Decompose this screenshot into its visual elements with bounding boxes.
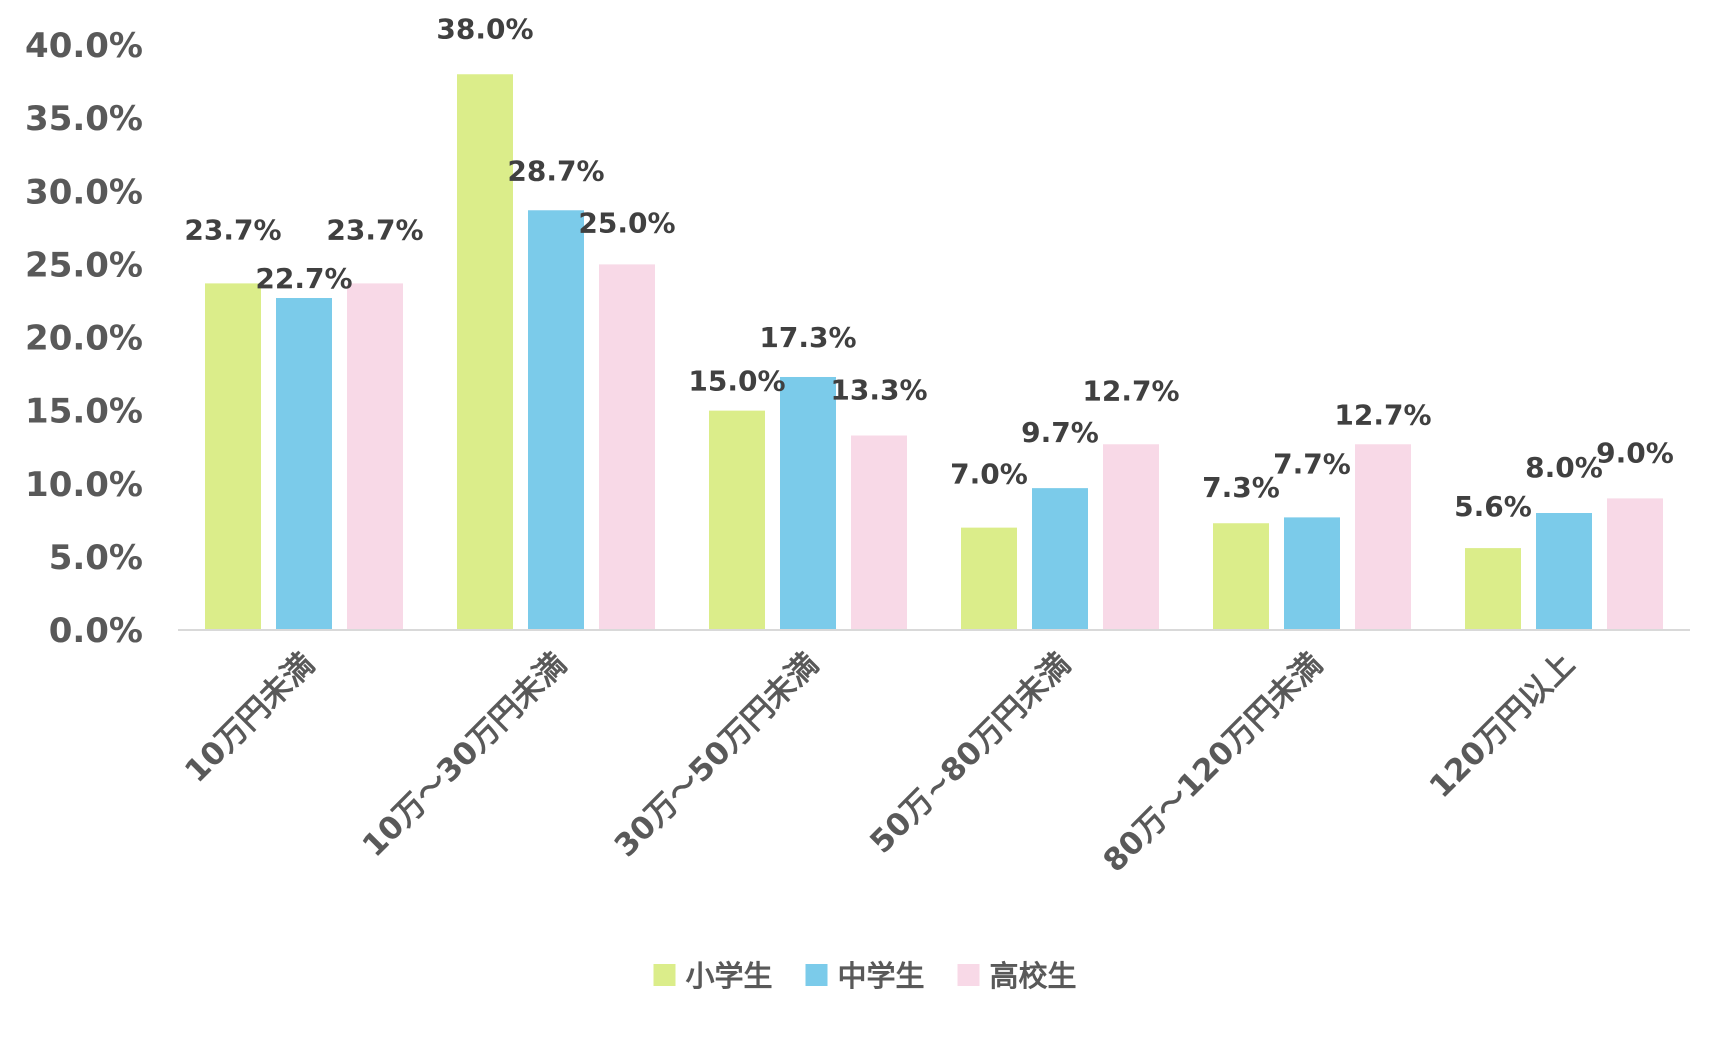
data-label: 7.0% [950,458,1028,491]
bar [528,210,584,630]
data-label: 5.6% [1454,490,1532,523]
y-axis-ticks: 0.0% 5.0% 10.0% 15.0% 20.0% 25.0% 30.0% 35.0% 40… [25,26,143,651]
bar [1536,513,1592,630]
bar [205,283,261,630]
x-axis-ticks: 10万円未満 10万～30万円未満 30万～50万円未満 50万~80万円未満 80万～… [178,646,1582,879]
bar [851,435,907,630]
bar [1355,444,1411,630]
bar [1465,548,1521,630]
data-label: 8.0% [1525,451,1603,484]
bar [347,283,403,630]
data-label: 17.3% [759,321,856,354]
bar [276,298,332,630]
y-tick-label: 15.0% [25,392,143,432]
data-label: 23.7% [184,213,281,246]
x-tick-label: 120万円以上 [1423,646,1582,805]
data-label: 9.0% [1596,436,1674,469]
bars-group [205,74,1663,630]
data-label: 28.7% [507,154,604,187]
bar [1284,517,1340,630]
legend: 小学生 中学生 高校生 [653,959,1077,993]
y-tick-label: 25.0% [25,245,143,285]
data-labels-group: 23.7% 22.7% 23.7% 38.0% 28.7% 25.0% 15.0% 17.3%… [184,12,1673,523]
data-label: 12.7% [1334,398,1431,431]
y-tick-label: 10.0% [25,465,143,505]
legend-swatch [805,964,828,986]
bar [457,74,513,630]
y-tick-label: 30.0% [25,172,143,212]
legend-swatch [957,964,980,986]
x-tick-label: 10万～30万円未満 [356,646,574,864]
legend-label: 中学生 [838,959,925,993]
bar [1213,523,1269,630]
data-label: 13.3% [830,373,927,406]
bar [709,410,765,630]
x-tick-label: 10万円未満 [178,646,322,790]
data-label: 22.7% [255,262,352,295]
legend-label: 高校生 [990,959,1077,993]
y-tick-label: 35.0% [25,99,143,139]
data-label: 15.0% [688,365,785,398]
bar [1103,444,1159,630]
data-label: 12.7% [1082,374,1179,407]
bar [961,527,1017,630]
bar [1607,498,1663,630]
y-tick-label: 40.0% [25,26,143,66]
legend-label: 小学生 [686,959,773,993]
x-tick-label: 80万～120万円未満 [1096,646,1329,879]
y-tick-label: 5.0% [49,538,143,578]
y-tick-label: 0.0% [49,611,143,651]
y-tick-label: 20.0% [25,319,143,359]
x-tick-label: 50万~80万円未満 [863,646,1077,860]
data-label: 7.3% [1202,471,1280,504]
data-label: 38.0% [436,12,533,45]
legend-swatch [653,964,676,986]
data-label: 7.7% [1273,447,1351,480]
data-label: 9.7% [1021,416,1099,449]
x-tick-label: 30万～50万円未満 [608,646,826,864]
data-label: 25.0% [578,206,675,239]
bar [780,376,836,630]
data-label: 23.7% [326,213,423,246]
bar [599,264,655,630]
bar [1032,488,1088,630]
